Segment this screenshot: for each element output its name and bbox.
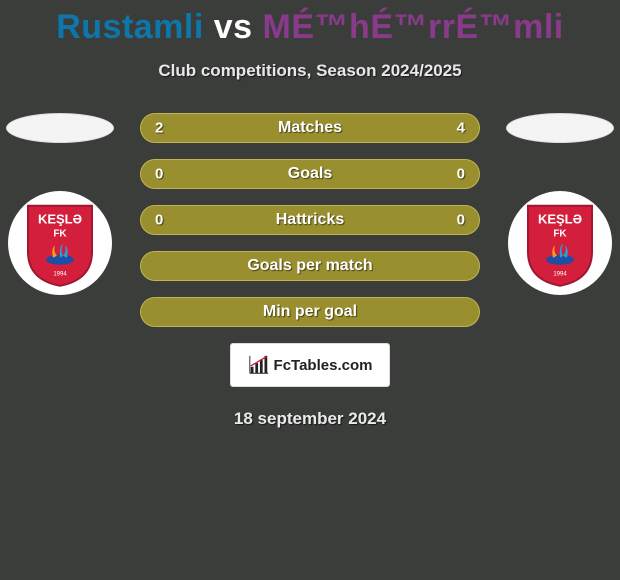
player1-club-badge: KEŞLƏ FK 1994 — [8, 191, 112, 295]
stat-bar-goals-per-match: Goals per match — [140, 251, 480, 281]
svg-text:FK: FK — [553, 229, 567, 240]
player2-name: MÉ™hÉ™rrÉ™mli — [263, 8, 564, 46]
stat-label: Goals — [288, 165, 332, 183]
svg-text:1994: 1994 — [53, 272, 67, 278]
stat-label: Hattricks — [276, 211, 344, 229]
subtitle: Club competitions, Season 2024/2025 — [0, 61, 620, 81]
stat-bar-matches: 2 Matches 4 — [140, 113, 480, 143]
crest-sub: FK — [53, 229, 67, 240]
stat-right-value: 0 — [457, 166, 465, 183]
player2-photo-placeholder — [506, 113, 614, 143]
stat-left-value: 0 — [155, 166, 163, 183]
svg-text:KEŞLƏ: KEŞLƏ — [538, 212, 582, 227]
player1-name: Rustamli — [56, 8, 204, 46]
comparison-title: Rustamli vs MÉ™hÉ™rrÉ™mli — [0, 0, 620, 47]
crest-text: KEŞLƏ — [38, 212, 82, 227]
stat-label: Matches — [278, 119, 342, 137]
player1-avatar-slot: KEŞLƏ FK 1994 — [6, 113, 114, 295]
stat-label: Goals per match — [247, 257, 372, 275]
stat-bar-min-per-goal: Min per goal — [140, 297, 480, 327]
player2-avatar-slot: KEŞLƏ FK 1994 — [506, 113, 614, 295]
bars-chart-icon — [248, 354, 270, 376]
stat-left-value: 0 — [155, 212, 163, 229]
club-crest-icon: KEŞLƏ FK 1994 — [23, 202, 97, 288]
stat-right-value: 4 — [457, 120, 465, 137]
stat-bar-hattricks: 0 Hattricks 0 — [140, 205, 480, 235]
stat-bar-goals: 0 Goals 0 — [140, 159, 480, 189]
player1-photo-placeholder — [6, 113, 114, 143]
date-label: 18 september 2024 — [140, 409, 480, 429]
stat-bars: 2 Matches 4 0 Goals 0 0 Hattricks 0 Goal… — [140, 113, 480, 429]
brand-text: FcTables.com — [274, 357, 373, 374]
vs-label: vs — [214, 8, 253, 46]
brand-logo: FcTables.com — [230, 343, 390, 387]
stat-label: Min per goal — [263, 303, 357, 321]
svg-text:1994: 1994 — [553, 272, 567, 278]
club-crest-icon: KEŞLƏ FK 1994 — [523, 202, 597, 288]
stat-right-value: 0 — [457, 212, 465, 229]
player2-club-badge: KEŞLƏ FK 1994 — [508, 191, 612, 295]
stat-left-value: 2 — [155, 120, 163, 137]
